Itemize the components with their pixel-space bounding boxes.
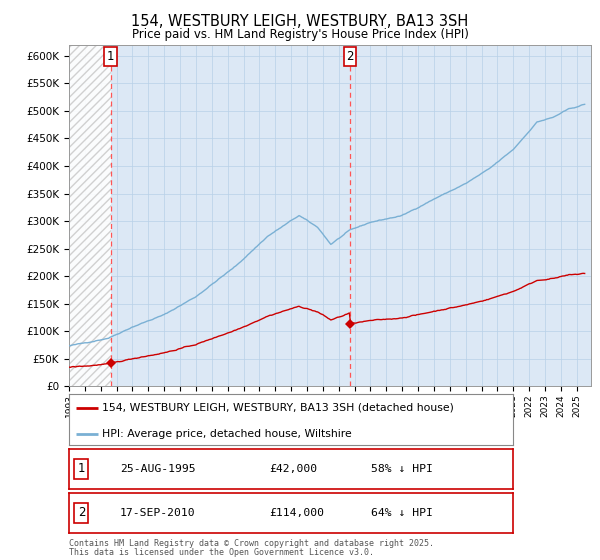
Text: Price paid vs. HM Land Registry's House Price Index (HPI): Price paid vs. HM Land Registry's House …: [131, 28, 469, 41]
Text: 17-SEP-2010: 17-SEP-2010: [120, 508, 196, 518]
Text: £42,000: £42,000: [269, 464, 317, 474]
Text: £114,000: £114,000: [269, 508, 324, 518]
Text: 2: 2: [346, 50, 354, 63]
Text: Contains HM Land Registry data © Crown copyright and database right 2025.: Contains HM Land Registry data © Crown c…: [69, 539, 434, 548]
Text: 25-AUG-1995: 25-AUG-1995: [120, 464, 196, 474]
Text: 1: 1: [77, 462, 85, 475]
Text: 154, WESTBURY LEIGH, WESTBURY, BA13 3SH (detached house): 154, WESTBURY LEIGH, WESTBURY, BA13 3SH …: [102, 403, 454, 413]
Text: 154, WESTBURY LEIGH, WESTBURY, BA13 3SH: 154, WESTBURY LEIGH, WESTBURY, BA13 3SH: [131, 14, 469, 29]
Text: 1: 1: [107, 50, 115, 63]
Text: 2: 2: [77, 506, 85, 520]
Text: HPI: Average price, detached house, Wiltshire: HPI: Average price, detached house, Wilt…: [102, 429, 352, 439]
Bar: [69, 45, 110, 386]
Text: 58% ↓ HPI: 58% ↓ HPI: [371, 464, 433, 474]
Text: This data is licensed under the Open Government Licence v3.0.: This data is licensed under the Open Gov…: [69, 548, 374, 557]
Text: 64% ↓ HPI: 64% ↓ HPI: [371, 508, 433, 518]
